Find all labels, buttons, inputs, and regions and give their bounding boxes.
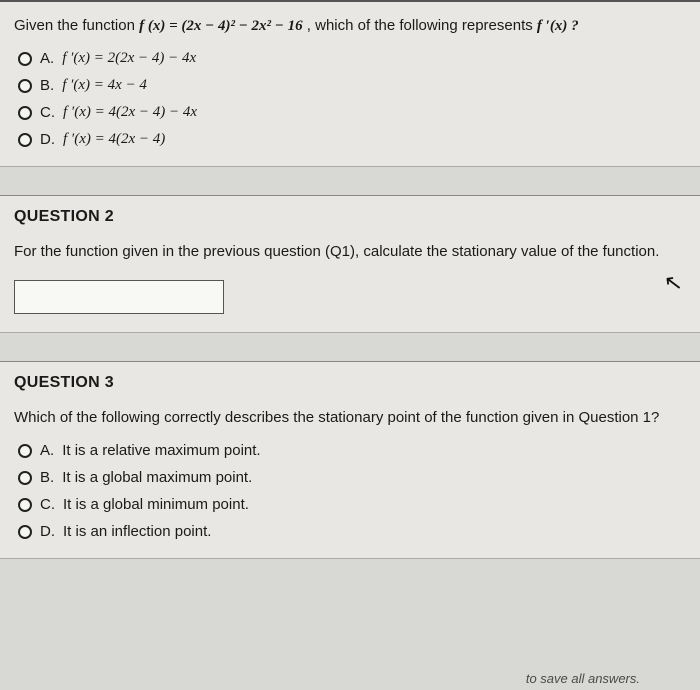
- radio-icon: [18, 444, 32, 458]
- q1-stem-ask: f ′(x) ?: [537, 18, 579, 34]
- q3-option-d[interactable]: D. It is an inflection point.: [18, 523, 686, 540]
- q3-option-c[interactable]: C. It is a global minimum point.: [18, 496, 686, 513]
- question-1-panel: Given the function f (x) = (2x − 4)² − 2…: [0, 0, 700, 167]
- option-expr: f ′(x) = 2(2x − 4) − 4x: [62, 50, 196, 67]
- q3-option-b[interactable]: B. It is a global maximum point.: [18, 469, 686, 486]
- radio-icon: [18, 498, 32, 512]
- radio-icon: [18, 525, 32, 539]
- option-letter: D.: [40, 523, 55, 540]
- radio-icon: [18, 106, 32, 120]
- q1-option-a[interactable]: A. f ′(x) = 2(2x − 4) − 4x: [18, 50, 686, 67]
- q1-stem-func: f (x) = (2x − 4)² − 2x² − 16: [139, 18, 303, 34]
- radio-icon: [18, 79, 32, 93]
- option-letter: D.: [40, 131, 55, 148]
- option-text: It is a global maximum point.: [62, 469, 252, 486]
- q2-stem: For the function given in the previous q…: [14, 240, 686, 264]
- mouse-cursor-icon: ↖: [662, 269, 684, 297]
- option-expr: f ′(x) = 4(2x − 4) − 4x: [63, 104, 197, 121]
- option-letter: C.: [40, 496, 55, 513]
- question-3-panel: QUESTION 3 Which of the following correc…: [0, 361, 700, 559]
- q1-stem: Given the function f (x) = (2x − 4)² − 2…: [14, 14, 686, 38]
- q1-options: A. f ′(x) = 2(2x − 4) − 4x B. f ′(x) = 4…: [18, 50, 686, 148]
- q2-title: QUESTION 2: [14, 208, 686, 226]
- option-text: It is a relative maximum point.: [62, 442, 260, 459]
- option-expr: f ′(x) = 4(2x − 4): [63, 131, 165, 148]
- option-letter: B.: [40, 77, 54, 94]
- option-letter: A.: [40, 50, 54, 67]
- option-letter: C.: [40, 104, 55, 121]
- q1-stem-suffix: , which of the following represents: [307, 17, 537, 34]
- q2-answer-input[interactable]: [14, 280, 224, 314]
- q3-option-a[interactable]: A. It is a relative maximum point.: [18, 442, 686, 459]
- radio-icon: [18, 471, 32, 485]
- option-letter: B.: [40, 469, 54, 486]
- radio-icon: [18, 133, 32, 147]
- option-text: It is an inflection point.: [63, 523, 211, 540]
- option-expr: f ′(x) = 4x − 4: [62, 77, 147, 94]
- q1-option-b[interactable]: B. f ′(x) = 4x − 4: [18, 77, 686, 94]
- option-text: It is a global minimum point.: [63, 496, 249, 513]
- footer-hint: to save all answers.: [526, 671, 640, 686]
- option-letter: A.: [40, 442, 54, 459]
- question-2-panel: QUESTION 2 For the function given in the…: [0, 195, 700, 333]
- q3-options: A. It is a relative maximum point. B. It…: [18, 442, 686, 540]
- q3-stem: Which of the following correctly describ…: [14, 406, 686, 430]
- q3-title: QUESTION 3: [14, 374, 686, 392]
- q1-option-c[interactable]: C. f ′(x) = 4(2x − 4) − 4x: [18, 104, 686, 121]
- q1-stem-prefix: Given the function: [14, 17, 139, 34]
- radio-icon: [18, 52, 32, 66]
- q1-option-d[interactable]: D. f ′(x) = 4(2x − 4): [18, 131, 686, 148]
